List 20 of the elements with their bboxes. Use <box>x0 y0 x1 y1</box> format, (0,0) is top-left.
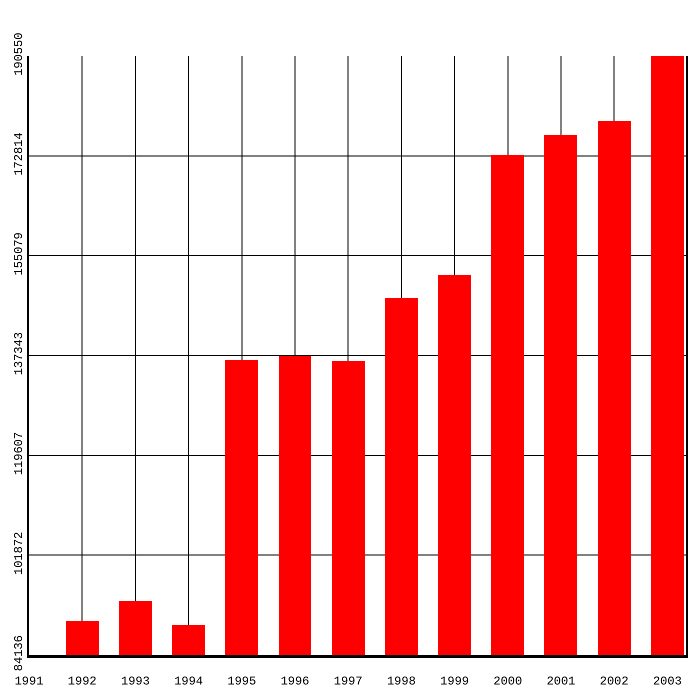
y-tick-label: 84136 <box>12 635 26 672</box>
x-tick-label: 1991 <box>14 674 44 688</box>
y-tick-label: 172814 <box>12 132 26 176</box>
x-tick-label: 1996 <box>280 674 310 688</box>
x-tick-label: 1999 <box>440 674 469 688</box>
x-tick-label: 2002 <box>600 674 629 688</box>
y-tick-label: 155079 <box>12 232 26 276</box>
x-tick-label: 1993 <box>120 674 150 688</box>
x-tick-label: 1997 <box>334 674 363 688</box>
x-tick-label: 1998 <box>386 674 416 688</box>
x-tick-label: 1995 <box>227 674 256 688</box>
x-tick-label: 2003 <box>652 674 682 688</box>
y-tick-label: 190550 <box>12 32 26 76</box>
x-tick-label: 2000 <box>493 674 522 688</box>
x-tick-label: 1992 <box>68 674 97 688</box>
x-tick-label: 1994 <box>174 674 204 688</box>
y-tick-label: 119607 <box>12 432 26 476</box>
y-tick-label: 101872 <box>12 532 26 575</box>
y-tick-label: 137343 <box>12 332 26 376</box>
x-tick-label: 2001 <box>546 674 576 688</box>
